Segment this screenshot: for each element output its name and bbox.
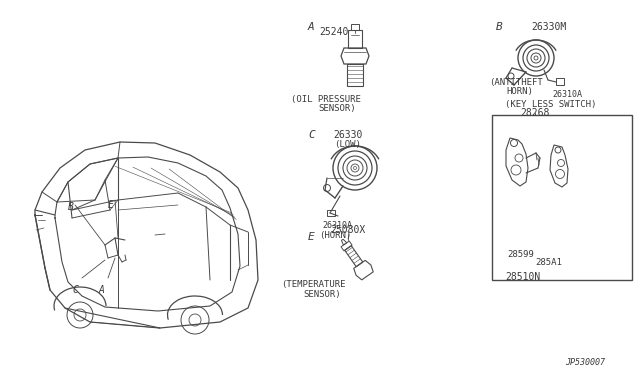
Text: HORN): HORN): [507, 87, 533, 96]
Text: 28599: 28599: [507, 250, 534, 259]
Text: A: A: [308, 22, 315, 32]
Text: (LOW): (LOW): [335, 140, 362, 149]
Text: B: B: [496, 22, 503, 32]
Text: (KEY LESS SWITCH): (KEY LESS SWITCH): [505, 100, 596, 109]
Text: SENSOR): SENSOR): [303, 290, 341, 299]
Text: 26310A: 26310A: [322, 221, 352, 230]
Bar: [348, 30, 362, 48]
Text: 26330M: 26330M: [531, 22, 566, 32]
Text: (OIL PRESSURE: (OIL PRESSURE: [291, 95, 361, 104]
Text: C: C: [72, 285, 78, 295]
Text: (TEMPERATURE: (TEMPERATURE: [281, 280, 345, 289]
Text: (ANTITHEFT: (ANTITHEFT: [489, 78, 543, 87]
Text: A: A: [98, 285, 104, 295]
Text: 285A1: 285A1: [535, 258, 562, 267]
Bar: [492, 115, 632, 280]
Text: B: B: [68, 202, 74, 212]
Text: 28268: 28268: [520, 108, 550, 118]
Text: 25080X: 25080X: [330, 225, 365, 235]
Text: E: E: [108, 200, 114, 210]
Text: SENSOR): SENSOR): [318, 104, 356, 113]
Text: E: E: [308, 232, 315, 242]
Bar: [556, 78, 564, 85]
Text: C: C: [308, 130, 315, 140]
Text: 26330: 26330: [333, 130, 363, 140]
Text: 28510N: 28510N: [506, 272, 541, 282]
Text: 26310A: 26310A: [552, 90, 582, 99]
Text: (HORN): (HORN): [319, 231, 351, 240]
Bar: [347, 64, 363, 86]
Bar: [327, 210, 335, 216]
Bar: [351, 24, 359, 30]
Text: JP530007: JP530007: [565, 358, 605, 367]
Text: 25240: 25240: [319, 27, 349, 37]
